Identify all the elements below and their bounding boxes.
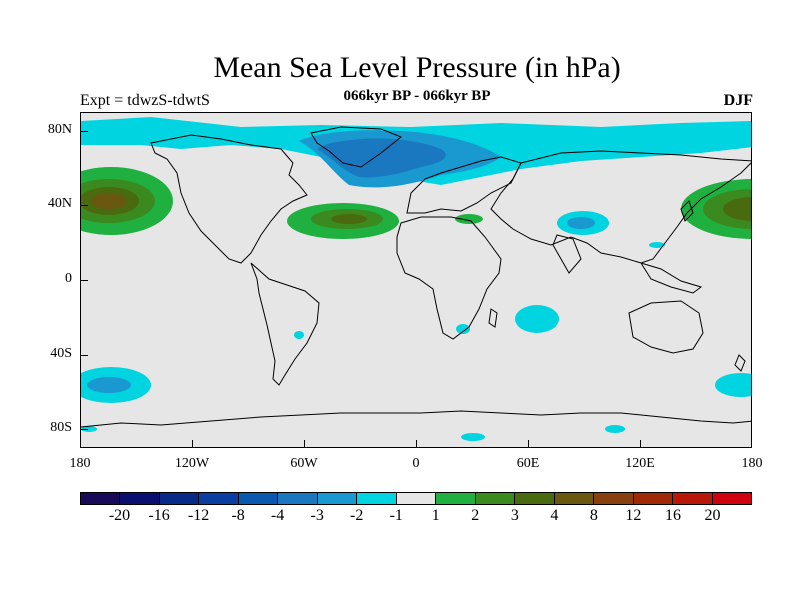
x-tick-label: 120W	[174, 456, 210, 471]
colorbar-label: -16	[148, 507, 170, 524]
coastline-asia	[490, 150, 751, 264]
colorbar-segment	[159, 493, 200, 504]
y-tick	[80, 280, 88, 281]
colorbar-label: 12	[625, 507, 642, 524]
map-panel	[80, 112, 752, 448]
colorbar-segment	[238, 493, 279, 504]
x-tick	[528, 440, 529, 448]
y-tick	[80, 205, 88, 207]
coastline-antarctica	[81, 410, 751, 428]
colorbar-label: 16	[664, 507, 681, 524]
colorbar-label: 20	[704, 507, 721, 524]
coastline-new-zealand	[734, 354, 746, 372]
x-tick-label: 180	[741, 456, 763, 471]
colorbar-segment	[594, 493, 634, 504]
colorbar-segment	[633, 493, 674, 504]
y-tick-label: 80S	[50, 420, 72, 436]
colorbar-segment	[199, 493, 239, 504]
colorbar-label: 4	[550, 507, 559, 524]
colorbar-segment	[475, 493, 516, 504]
coastlines	[81, 126, 751, 428]
anomaly-safrica-low	[456, 324, 470, 334]
x-tick-label: 60E	[516, 456, 540, 471]
x-tick	[192, 440, 193, 448]
x-tick	[640, 440, 641, 448]
y-tick	[80, 130, 88, 132]
colorbar-segment	[357, 493, 397, 504]
colorbar-segment	[436, 493, 476, 504]
anomaly-samerica-low	[294, 331, 304, 339]
coastline-india	[552, 234, 582, 274]
anomaly-pacific-low-small	[649, 242, 665, 248]
y-tick-label: 0	[65, 271, 72, 286]
x-tick-label: 180	[69, 456, 91, 471]
anomaly-greenland-deep	[317, 138, 446, 178]
anomaly-antarctic-low-1	[461, 433, 485, 441]
x-tick	[80, 440, 81, 448]
x-tick-label: 0	[412, 456, 420, 471]
coastline-se-asia	[639, 262, 703, 294]
x-tick	[304, 440, 305, 448]
anomaly-asia-low-inner	[567, 217, 595, 229]
colorbar-label: 3	[510, 507, 519, 524]
colorbar	[80, 492, 752, 505]
y-tick-label: 80N	[47, 121, 72, 137]
y-tick	[80, 429, 88, 431]
colorbar-label: -3	[310, 507, 324, 524]
colorbar-label: -20	[108, 507, 131, 524]
anomaly-pacific-east-high-core	[723, 197, 751, 221]
colorbar-segment	[278, 493, 318, 504]
coastline-africa	[396, 216, 502, 340]
anomaly-pacific-west-high-peak	[91, 193, 127, 209]
colorbar-segment	[317, 493, 358, 504]
y-tick	[80, 354, 88, 356]
anomaly-indian-low	[515, 305, 559, 333]
colorbar-segment	[712, 493, 751, 504]
coastline-australia	[628, 300, 704, 354]
map-title: Mean Sea Level Pressure (in hPa)	[213, 51, 621, 84]
y-tick-label: 40S	[50, 345, 72, 361]
colorbar-segment	[554, 493, 595, 504]
colorbar-segment	[120, 493, 160, 504]
pressure-anomaly-fields	[81, 117, 751, 441]
season-label: DJF	[723, 92, 753, 109]
x-tick	[751, 440, 752, 448]
x-tick-label: 60W	[290, 456, 318, 471]
colorbar-segment	[81, 493, 121, 504]
anomaly-south-east-low	[715, 373, 751, 397]
colorbar-label: -8	[231, 507, 245, 524]
x-tick	[416, 440, 417, 448]
anomaly-med-high	[455, 214, 483, 224]
map-subtitle: 066kyr BP - 066kyr BP	[343, 88, 491, 104]
coastline-north-america	[150, 134, 308, 264]
colorbar-label: 8	[589, 507, 598, 524]
anomaly-antarctic-low-3	[81, 426, 97, 432]
colorbar-label: -1	[389, 507, 403, 524]
coastline-madagascar	[488, 308, 498, 328]
colorbar-segment	[515, 493, 555, 504]
colorbar-label: 2	[471, 507, 480, 524]
colorbar-label: -4	[270, 507, 285, 524]
coastline-japan	[680, 200, 694, 222]
coastline-greenland	[310, 126, 402, 168]
colorbar-label: 1	[431, 507, 440, 524]
map-canvas	[81, 117, 751, 441]
colorbar-segment	[396, 493, 437, 504]
experiment-label: Expt = tdwzS-tdwtS	[80, 92, 210, 109]
anomaly-antarctic-low-2	[605, 425, 625, 433]
coastline-south-america	[250, 262, 320, 386]
colorbar-label: -12	[187, 507, 210, 524]
anomaly-south-pacific-low-inner	[87, 377, 131, 393]
x-tick-label: 120E	[625, 456, 655, 471]
y-tick-label: 40N	[47, 196, 72, 212]
colorbar-segment	[673, 493, 713, 504]
anomaly-azores-high-core	[331, 214, 367, 224]
colorbar-label: -2	[350, 507, 364, 524]
